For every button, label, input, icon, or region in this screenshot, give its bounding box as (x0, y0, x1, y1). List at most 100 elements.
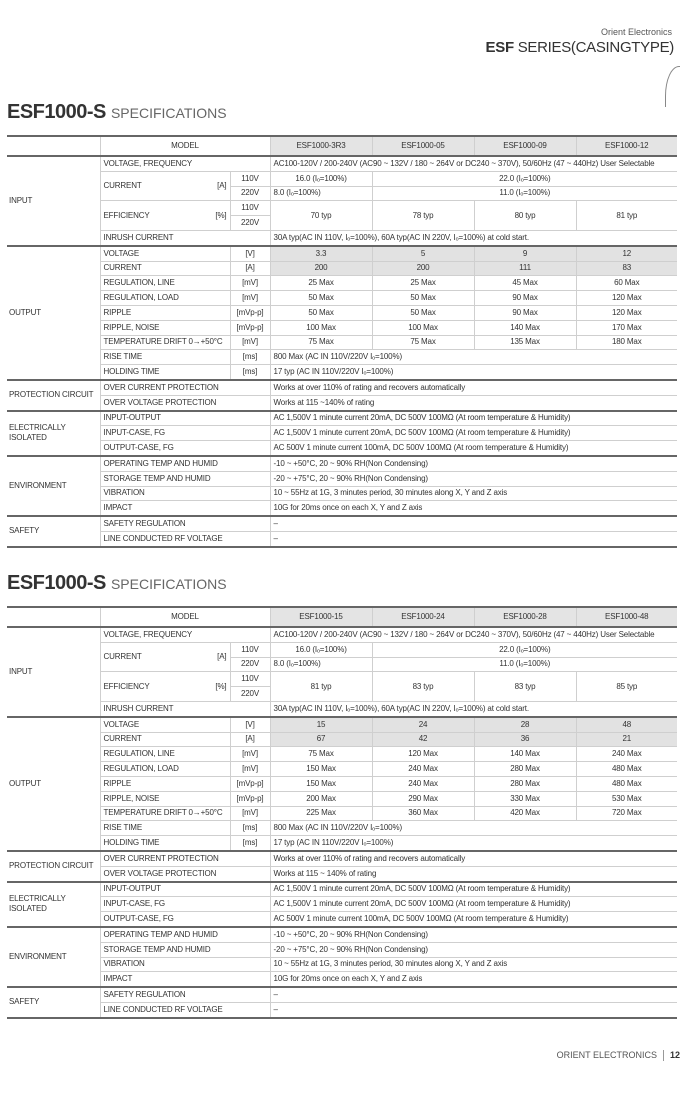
spec-unit: [mV] (229, 761, 271, 777)
spec-title-1: ESF1000-S SPECIFICATIONS (7, 101, 227, 124)
spec-value: 420 Max (473, 806, 577, 822)
spec-row: INPUT VOLTAGE, FREQUENCY AC100-120V / 200-… (7, 627, 678, 718)
spec-label-text: OUTPUT-CASE, FG (103, 914, 174, 924)
group-label: INPUT (7, 156, 100, 247)
spec-label-text: RIPPLE (103, 307, 132, 317)
spec-value: 720 Max (575, 806, 678, 822)
spec-row: HOLDING TIME [ms] 17 typ (AC IN 110V/220V … (7, 364, 678, 381)
series-title-bold: ESF (485, 39, 515, 56)
spec-value: 16.0 (Iₒ=100%) (269, 171, 373, 187)
spec-label: VIBRATION (99, 486, 271, 502)
spec-label-text: VIBRATION (103, 959, 145, 969)
spec-label: VIBRATION (99, 957, 271, 973)
page-footer: ORIENT ELECTRONICS 12 (557, 1050, 680, 1062)
input-voltage-sub: 110V (229, 642, 271, 658)
spec-row: 220V (7, 215, 677, 231)
spec-row: INPUT-CASE, FG AC 1,500V 1 minute current… (7, 425, 678, 442)
spec-value: 90 Max (473, 305, 577, 321)
spec-value: 85 typ (575, 671, 678, 702)
model-name: ESF1000-15 (269, 606, 373, 628)
input-voltage-sub: 110V (229, 200, 271, 217)
spec-value: – (269, 986, 678, 1003)
spec-label-text: LINE CONDUCTED RF VOLTAGE (103, 1004, 223, 1014)
spec-value: 10G for 20ms once on each X, Y and Z axi… (269, 971, 678, 988)
spec-label: STORAGE TEMP AND HUMID (99, 942, 271, 958)
spec-value: 150 Max (269, 776, 373, 792)
spec-row: INRUSH CURRENT 30A typ(AC IN 110V, Iₒ=100… (7, 230, 678, 247)
spec-table-1: MODEL ESF1000-3R3 ESF1000-05 ESF1000-09 ESF1… (7, 135, 678, 548)
spec-value: 150 Max (269, 761, 373, 777)
model-label: MODEL (99, 606, 271, 628)
spec-label-text: VOLTAGE (103, 719, 140, 729)
spec-row: TEMPERATURE DRIFT 0→+50°C [mV] 75 Max 75 Ma… (7, 335, 678, 351)
spec-label-text: CURRENT (103, 181, 142, 191)
spec-label: CURRENT (99, 732, 230, 748)
spec-value: – (269, 531, 678, 548)
spec-value: 60 Max (575, 275, 678, 292)
spec-label-text: HOLDING TIME (103, 838, 160, 848)
spec-row: RISE TIME [ms] 800 Max (AC IN 110V/220V Iₒ… (7, 349, 678, 366)
spec-row: PROTECTION CIRCUIT OVER CURRENT PROTECTIO… (7, 849, 678, 883)
spec-unit: [mV] (229, 806, 271, 822)
spec-value: 28 (473, 715, 577, 733)
spec-value: 330 Max (473, 791, 577, 807)
spec-row: RIPPLE [mVp-p] 50 Max 50 Max 90 Max 120 Max (7, 305, 678, 321)
spec-label-text: REGULATION, LINE (103, 278, 175, 288)
spec-row: REGULATION, LOAD [mV] 50 Max 50 Max 90 Max 12… (7, 290, 678, 306)
input-voltage-sub: 220V (229, 657, 271, 673)
spec-label: SAFETY REGULATION (99, 515, 271, 532)
spec-row: VIBRATION 10 ~ 55Hz at 1G, 3 minutes peri… (7, 486, 678, 502)
spec-value: 280 Max (473, 761, 577, 777)
spec-value: 10G for 20ms once on each X, Y and Z axi… (269, 500, 678, 517)
spec-label-text: SAFETY REGULATION (103, 990, 186, 1000)
spec-label-text: LINE CONDUCTED RF VOLTAGE (103, 533, 223, 543)
spec-value: 800 Max (AC IN 110V/220V Iₒ=100%) (269, 820, 678, 837)
spec-value: AC 500V 1 minute current 100mA, DC 500V … (269, 911, 678, 928)
spec-row: HOLDING TIME [ms] 17 typ (AC IN 110V/220V … (7, 835, 678, 852)
group-label: INPUT (7, 627, 100, 718)
spec-row: OVER VOLTAGE PROTECTION Works at 115 ~140… (7, 395, 678, 412)
spec-value: 140 Max (473, 320, 577, 336)
spec-value: 120 Max (575, 305, 678, 321)
spec-value: AC 1,500V 1 minute current 20mA, DC 500V… (269, 896, 678, 913)
spec-value: 83 typ (371, 671, 475, 702)
spec-value: 111 (473, 261, 577, 277)
spec-label-text: HOLDING TIME (103, 367, 160, 377)
spec-row: 220V 8.0 (Iₒ=100%) 11.0 (Iₒ=100%) (7, 186, 678, 202)
spec-label-text: REGULATION, LINE (103, 749, 175, 759)
input-voltage-sub: 110V (229, 671, 271, 688)
spec-label: RIPPLE (99, 776, 230, 792)
spec-unit: [A] (217, 181, 227, 191)
model-name: ESF1000-28 (473, 606, 577, 628)
spec-row: SAFETY SAFETY REGULATION – (7, 515, 678, 548)
spec-label: INPUT-CASE, FG (99, 896, 271, 913)
spec-row: STORAGE TEMP AND HUMID -20 ~ +75°C, 20 ~ … (7, 942, 678, 958)
title-specifications: SPECIFICATIONS (110, 105, 227, 121)
spec-row: TEMPERATURE DRIFT 0→+50°C [mV] 225 Max 360 … (7, 806, 678, 822)
spec-label-text: OVER VOLTAGE PROTECTION (103, 868, 217, 878)
spec-label: LINE CONDUCTED RF VOLTAGE (99, 1002, 271, 1019)
spec-row: RISE TIME [ms] 800 Max (AC IN 110V/220V Iₒ… (7, 820, 678, 837)
spec-label-text: STORAGE TEMP AND HUMID (103, 473, 211, 483)
input-voltage-sub: 220V (229, 215, 271, 231)
spec-value: 75 Max (269, 746, 373, 763)
spec-row: LINE CONDUCTED RF VOLTAGE – (7, 1002, 678, 1019)
spec-value: 50 Max (371, 305, 475, 321)
spec-value: 25 Max (371, 275, 475, 292)
group-label: OUTPUT (7, 244, 100, 381)
spec-unit: [mVp-p] (229, 791, 271, 807)
spec-row: [%] EFFICIENCY 110V 70 typ 78 typ 80 typ 81 ty… (7, 200, 678, 231)
spec-label-text: CURRENT (103, 734, 142, 744)
spec-label-text: IMPACT (103, 974, 133, 984)
spec-value: 90 Max (473, 290, 577, 306)
spec-value: AC 500V 1 minute current 100mA, DC 500V … (269, 440, 678, 457)
spec-unit: [ms] (229, 349, 271, 366)
spec-value: 45 Max (473, 275, 577, 292)
spec-value: 15 (269, 715, 373, 733)
spec-row: ENVIRONMENT OPERATING TEMP AND HUMID -10 ~… (7, 925, 678, 989)
spec-value: AC 1,500V 1 minute current 20mA, DC 500V… (269, 409, 678, 427)
spec-label: TEMPERATURE DRIFT 0→+50°C (99, 806, 230, 822)
spec-label: INPUT-CASE, FG (99, 425, 271, 442)
spec-row: REGULATION, LINE [mV] 25 Max 25 Max 45 Max 60… (7, 275, 678, 292)
spec-value: 75 Max (371, 335, 475, 351)
